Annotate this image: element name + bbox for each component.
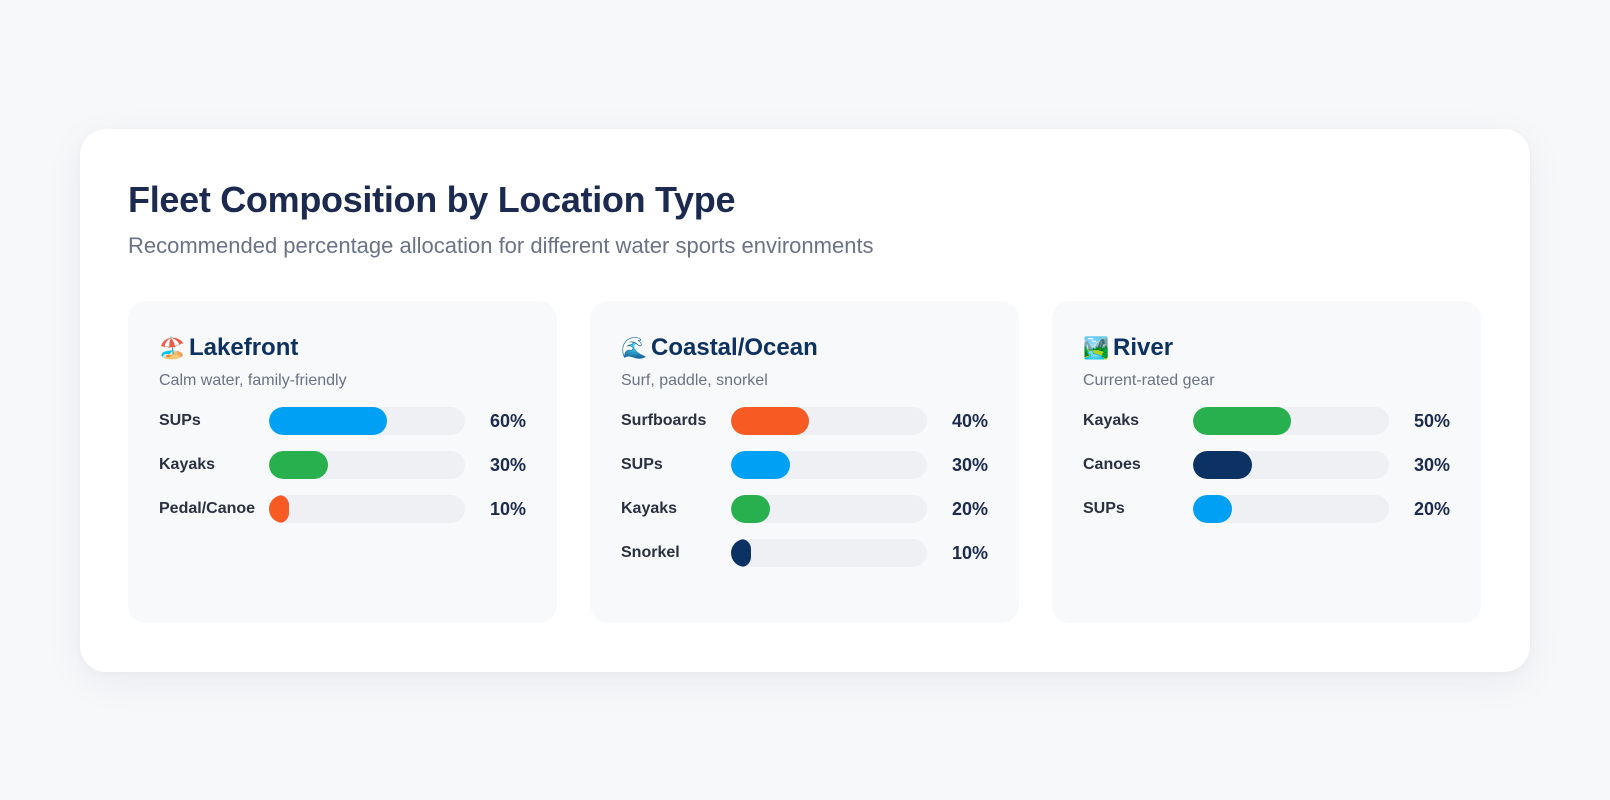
- bar-label: Surfboards: [621, 412, 707, 429]
- bar-label: Canoes: [1083, 456, 1141, 473]
- national-park-icon: 🏞️: [1083, 335, 1110, 360]
- bar-fill: [1193, 451, 1252, 479]
- bar-label: SUPs: [621, 456, 663, 473]
- bar-track: [731, 495, 927, 523]
- panel-lakefront: 🏖️ Lakefront Calm water, family-friendly…: [128, 301, 557, 623]
- bar-label: SUPs: [1083, 500, 1125, 517]
- panel-description: Calm water, family-friendly: [159, 372, 347, 389]
- bar-row: Canoes 30%: [1083, 451, 1450, 479]
- bar-track: [1193, 495, 1389, 523]
- bar-label: SUPs: [159, 412, 201, 429]
- bar-value: 10%: [951, 542, 988, 563]
- bar-label: Kayaks: [1083, 412, 1140, 429]
- bar-fill: [731, 495, 771, 523]
- panel-title: River: [1113, 334, 1174, 361]
- bar-value: 20%: [951, 498, 988, 519]
- panel-coastal-ocean: 🌊 Coastal/Ocean Surf, paddle, snorkel Su…: [590, 301, 1019, 623]
- bar-track: [731, 407, 927, 435]
- bar-track: [731, 539, 927, 567]
- page-subtitle: Recommended percentage allocation for di…: [128, 233, 874, 258]
- bar-row: Kayaks 50%: [1083, 407, 1450, 435]
- bar-row: Surfboards 40%: [621, 407, 988, 435]
- bar-fill: [731, 407, 810, 435]
- bar-list: SUPs 60% Kayaks 30% Pedal/Canoe 10%: [159, 407, 526, 523]
- bar-fill: [731, 451, 790, 479]
- bar-row: SUPs 60%: [159, 407, 526, 435]
- bar-value: 30%: [489, 454, 526, 475]
- bar-value: 60%: [489, 410, 526, 431]
- bar-value: 30%: [1413, 454, 1450, 475]
- bar-value: 30%: [951, 454, 988, 475]
- bar-fill: [269, 451, 328, 479]
- bar-fill: [269, 495, 289, 523]
- bar-label: Pedal/Canoe: [159, 500, 256, 517]
- bar-value: 10%: [489, 498, 526, 519]
- bar-row: SUPs 30%: [621, 451, 988, 479]
- page-title: Fleet Composition by Location Type: [128, 179, 736, 220]
- bar-label: Kayaks: [621, 500, 678, 517]
- panel-header: 🏖️ Lakefront: [159, 333, 526, 363]
- bar-row: Kayaks 30%: [159, 451, 526, 479]
- bar-row: SUPs 20%: [1083, 495, 1450, 523]
- panel-description: Current-rated gear: [1083, 372, 1215, 389]
- bar-track: [1193, 407, 1389, 435]
- bar-fill: [731, 539, 751, 567]
- panel-river: 🏞️ River Current-rated gear Kayaks 50% C…: [1052, 301, 1481, 623]
- panel-title: Lakefront: [189, 334, 299, 361]
- beach-umbrella-icon: 🏖️: [159, 335, 186, 360]
- bar-list: Kayaks 50% Canoes 30% SUPs 20%: [1083, 407, 1450, 523]
- bar-track: [269, 407, 465, 435]
- panel-description: Surf, paddle, snorkel: [621, 372, 768, 389]
- bar-track: [269, 495, 465, 523]
- bar-row: Snorkel 10%: [621, 539, 988, 567]
- water-wave-icon: 🌊: [621, 335, 648, 360]
- bar-value: 20%: [1413, 498, 1450, 519]
- bar-fill: [1193, 407, 1291, 435]
- bar-row: Pedal/Canoe 10%: [159, 495, 526, 523]
- bar-fill: [269, 407, 387, 435]
- bar-track: [269, 451, 465, 479]
- bar-value: 40%: [951, 410, 988, 431]
- bar-label: Snorkel: [621, 544, 680, 561]
- bar-value: 50%: [1413, 410, 1450, 431]
- bar-track: [731, 451, 927, 479]
- panel-header: 🌊 Coastal/Ocean: [621, 333, 988, 363]
- location-panels: 🏖️ Lakefront Calm water, family-friendly…: [128, 301, 1481, 623]
- bar-row: Kayaks 20%: [621, 495, 988, 523]
- bar-list: Surfboards 40% SUPs 30% Kayaks 20% Snork…: [621, 407, 988, 567]
- panel-header: 🏞️ River: [1083, 333, 1450, 363]
- fleet-composition-card: Fleet Composition by Location Type Recom…: [80, 129, 1530, 672]
- bar-fill: [1193, 495, 1233, 523]
- panel-title: Coastal/Ocean: [651, 334, 818, 361]
- bar-label: Kayaks: [159, 456, 216, 473]
- bar-track: [1193, 451, 1389, 479]
